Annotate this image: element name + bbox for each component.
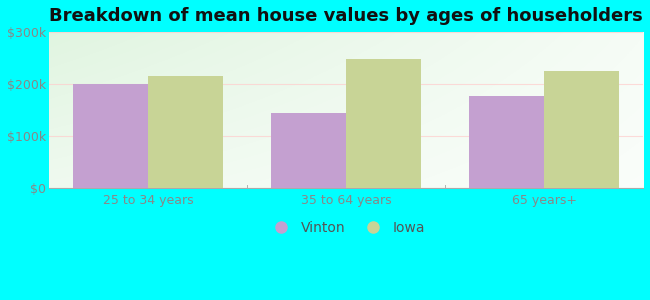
Legend: Vinton, Iowa: Vinton, Iowa	[261, 215, 430, 241]
Bar	[544, 71, 619, 188]
Title: Breakdown of mean house values by ages of householders: Breakdown of mean house values by ages o…	[49, 7, 643, 25]
Bar	[270, 113, 346, 188]
Bar	[469, 96, 544, 188]
Bar	[73, 84, 148, 188]
Bar	[148, 76, 223, 188]
Bar	[346, 59, 421, 188]
